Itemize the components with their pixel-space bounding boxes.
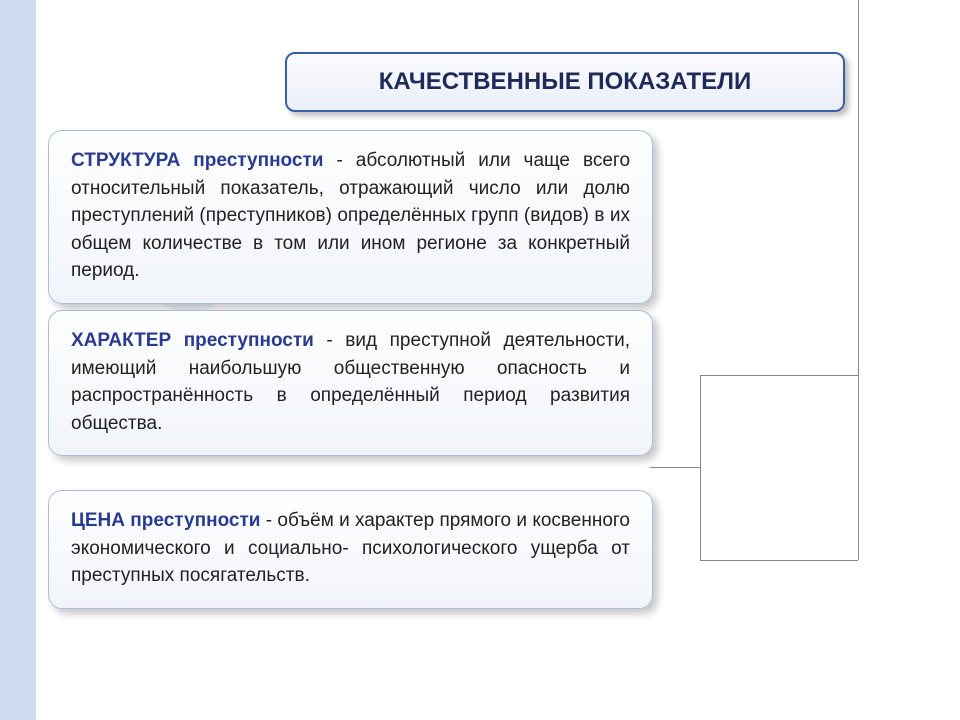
term-label: ЦЕНА преступности xyxy=(71,510,260,531)
bracket-line xyxy=(700,560,858,561)
definition-card: СТРУКТУРА преступности - абсолютный или … xyxy=(48,130,653,304)
term-label: ХАРАКТЕР преступности xyxy=(71,330,314,351)
definition-card: ЦЕНА преступности - объём и характер пря… xyxy=(48,490,653,609)
bracket-line xyxy=(700,375,701,560)
left-accent-bar xyxy=(0,0,36,720)
bracket-line xyxy=(858,0,859,560)
bracket-line xyxy=(650,467,700,468)
section-title: КАЧЕСТВЕННЫЕ ПОКАЗАТЕЛИ xyxy=(285,52,845,112)
slide: КАЧЕСТВЕННЫЕ ПОКАЗАТЕЛИ СТРУКТУРА престу… xyxy=(0,0,960,720)
term-label: СТРУКТУРА преступности xyxy=(71,150,323,171)
definition-card: ХАРАКТЕР преступности - вид преступной д… xyxy=(48,310,653,456)
bracket-line xyxy=(700,375,858,376)
